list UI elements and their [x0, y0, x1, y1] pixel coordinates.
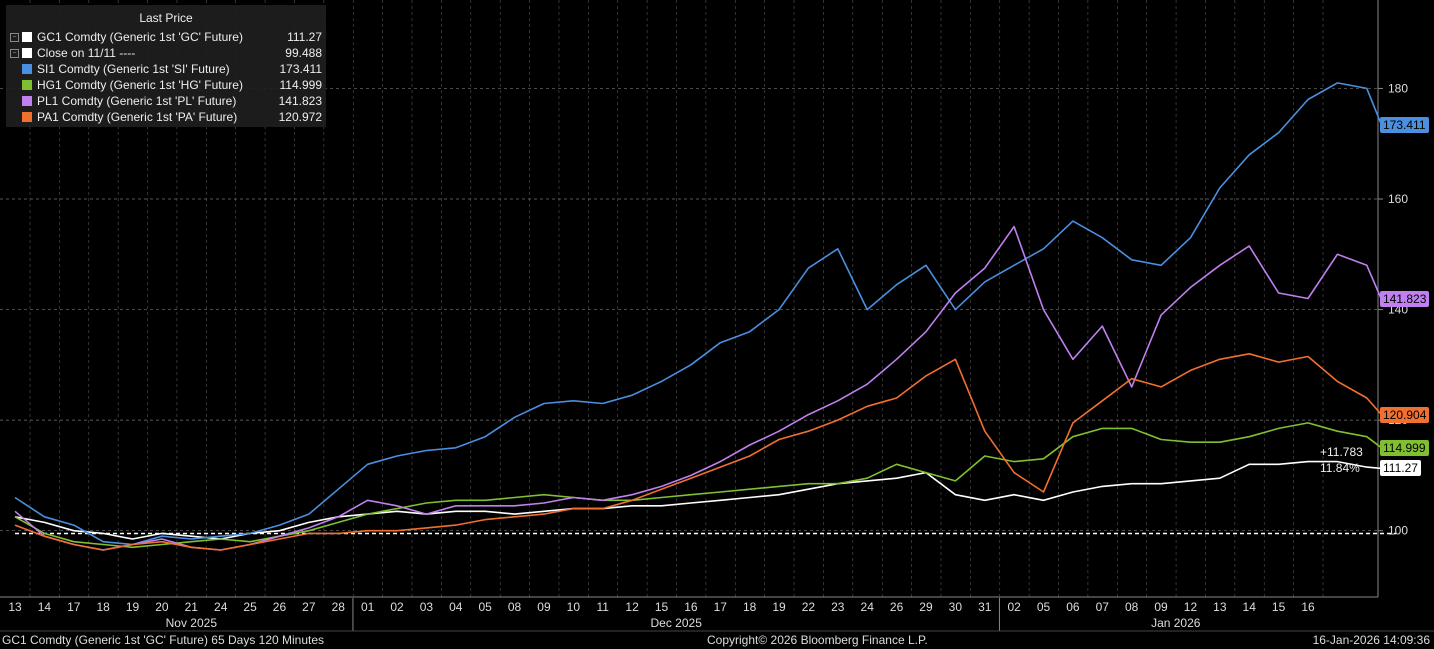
x-tick-label: 27	[302, 600, 316, 614]
x-tick-label: 24	[861, 600, 875, 614]
legend-swatch	[22, 112, 32, 122]
x-tick-label: 09	[1154, 600, 1168, 614]
y-tick-label: 180	[1388, 81, 1408, 95]
x-tick-label: 23	[831, 600, 845, 614]
x-tick-label: 06	[1066, 600, 1080, 614]
legend-series-value: 120.972	[278, 110, 322, 124]
footer-copyright: Copyright© 2026 Bloomberg Finance L.P.	[707, 633, 928, 647]
x-tick-label: 15	[1272, 600, 1286, 614]
legend-series-name: Close on 11/11 ----	[37, 46, 136, 60]
x-tick-label: 22	[802, 600, 816, 614]
x-tick-label: 01	[361, 600, 375, 614]
x-tick-label: 07	[1096, 600, 1110, 614]
change-abs: +11.783	[1320, 445, 1363, 459]
x-tick-label: 21	[185, 600, 199, 614]
x-tick-label: 03	[420, 600, 434, 614]
value-tag: 141.823	[1380, 291, 1430, 308]
legend-swatch	[22, 80, 32, 90]
x-tick-label: 05	[1037, 600, 1051, 614]
legend-series-name: GC1 Comdty (Generic 1st 'GC' Future)	[37, 30, 243, 44]
legend-title: Last Price	[139, 11, 193, 25]
x-tick-label: 26	[890, 600, 904, 614]
legend-entry: HG1 Comdty (Generic 1st 'HG' Future) 114.…	[6, 77, 326, 93]
collapse-toggle-icon[interactable]: −	[10, 49, 19, 58]
x-tick-label: 26	[273, 600, 287, 614]
legend-swatch	[22, 64, 32, 74]
x-tick-label: 20	[155, 600, 169, 614]
x-tick-label: 13	[8, 600, 22, 614]
x-tick-label: 31	[978, 600, 992, 614]
x-tick-label: 17	[67, 600, 81, 614]
x-month-label: Jan 2026	[1151, 616, 1201, 630]
x-tick-label: 04	[449, 600, 463, 614]
y-tick-label: 100	[1388, 524, 1408, 538]
value-tag: 173.411	[1380, 116, 1429, 133]
legend-series-value: 99.488	[285, 46, 322, 60]
x-month-label: Nov 2025	[166, 616, 218, 630]
footer-timestamp: 16-Jan-2026 14:09:36	[1312, 633, 1430, 647]
series-line-5	[14, 353, 1383, 551]
legend-entry: PL1 Comdty (Generic 1st 'PL' Future) 141.…	[6, 93, 326, 109]
x-tick-label: 19	[772, 600, 786, 614]
x-tick-label: 19	[126, 600, 140, 614]
x-tick-label: 09	[537, 600, 551, 614]
legend-swatch	[22, 96, 32, 106]
legend-swatch	[22, 32, 32, 42]
legend-series-name: HG1 Comdty (Generic 1st 'HG' Future)	[37, 78, 243, 92]
x-tick-label: 02	[390, 600, 404, 614]
legend-entry: − Close on 11/11 ---- 99.488	[6, 45, 326, 61]
series-line-3	[14, 422, 1382, 549]
series-line-2	[14, 82, 1383, 546]
legend-series-name: PL1 Comdty (Generic 1st 'PL' Future)	[37, 94, 237, 108]
legend-series-value: 111.27	[287, 30, 322, 44]
change-pct: 11.84%	[1320, 461, 1360, 475]
legend-entry: − GC1 Comdty (Generic 1st 'GC' Future) 111…	[6, 29, 326, 45]
x-tick-label: 29	[919, 600, 933, 614]
value-tag: 114.999	[1380, 439, 1429, 456]
x-tick-label: 16	[1301, 600, 1315, 614]
x-tick-label: 15	[655, 600, 669, 614]
x-tick-label: 18	[743, 600, 757, 614]
series-line-0	[14, 460, 1382, 540]
x-tick-label: 18	[96, 600, 110, 614]
footer-security: GC1 Comdty (Generic 1st 'GC' Future) 65 …	[2, 633, 325, 647]
chart-legend: Last Price − GC1 Comdty (Generic 1st 'GC'…	[6, 5, 326, 127]
x-tick-label: 08	[508, 600, 522, 614]
legend-series-name: SI1 Comdty (Generic 1st 'SI' Future)	[37, 62, 230, 76]
x-tick-label: 08	[1125, 600, 1139, 614]
y-tick-label: 160	[1388, 192, 1408, 206]
x-tick-label: 10	[567, 600, 581, 614]
x-tick-label: 12	[625, 600, 639, 614]
legend-series-value: 114.999	[279, 78, 323, 92]
x-tick-label: 14	[38, 600, 52, 614]
x-tick-label: 16	[684, 600, 698, 614]
x-tick-label: 25	[243, 600, 257, 614]
legend-entry: SI1 Comdty (Generic 1st 'SI' Future) 173.…	[6, 61, 326, 77]
x-tick-label: 24	[214, 600, 228, 614]
x-tick-label: 14	[1243, 600, 1257, 614]
x-month-label: Dec 2025	[651, 616, 703, 630]
x-tick-label: 12	[1184, 600, 1198, 614]
collapse-toggle-icon[interactable]: −	[10, 33, 19, 42]
x-tick-label: 11	[596, 600, 609, 614]
x-tick-label: 28	[332, 600, 346, 614]
legend-series-value: 173.411	[279, 62, 323, 76]
x-tick-label: 05	[479, 600, 493, 614]
series-line-4	[14, 225, 1383, 551]
legend-series-name: PA1 Comdty (Generic 1st 'PA' Future)	[37, 110, 238, 124]
x-tick-label: 30	[949, 600, 963, 614]
legend-series-value: 141.823	[278, 94, 322, 108]
x-tick-label: 02	[1007, 600, 1021, 614]
legend-swatch	[22, 48, 32, 58]
value-tag: 120.904	[1380, 407, 1430, 424]
value-tag: 111.27	[1380, 460, 1421, 477]
legend-entry: PA1 Comdty (Generic 1st 'PA' Future) 120.…	[6, 109, 326, 125]
x-tick-label: 17	[714, 600, 728, 614]
x-tick-label: 13	[1213, 600, 1227, 614]
